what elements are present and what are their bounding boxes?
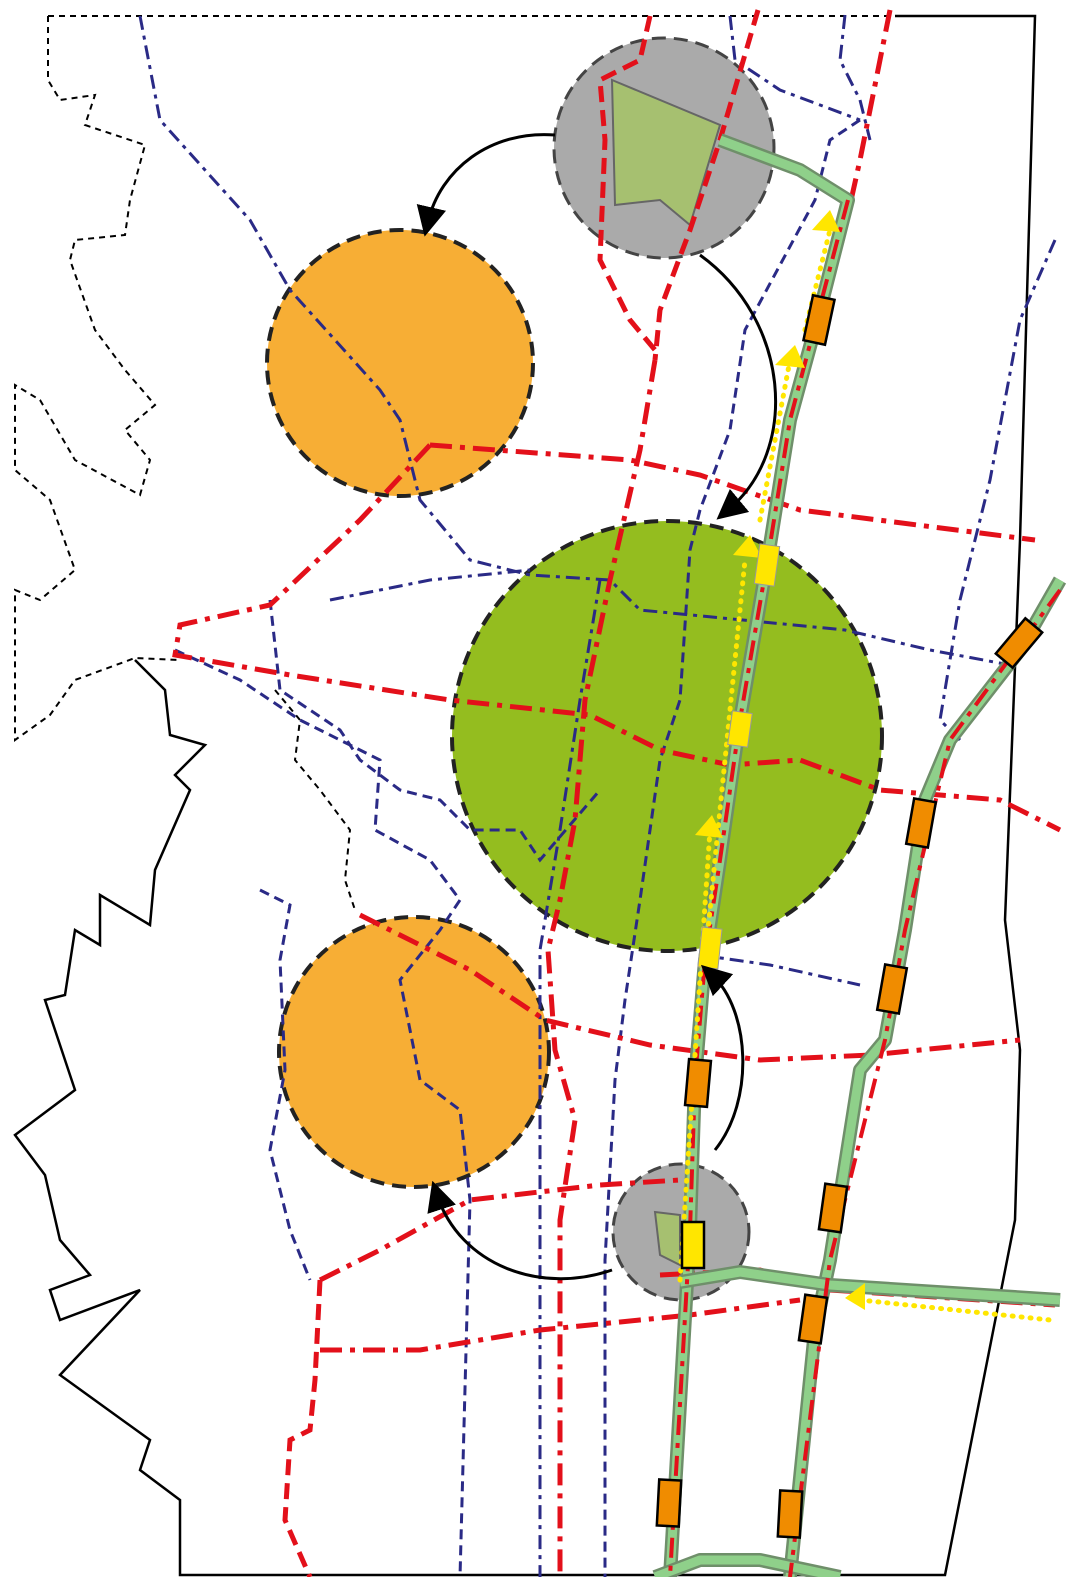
stations <box>655 293 1044 1539</box>
arrows <box>416 133 777 1281</box>
park <box>610 78 722 227</box>
blue-routes <box>138 14 1057 1577</box>
park <box>653 1210 681 1267</box>
